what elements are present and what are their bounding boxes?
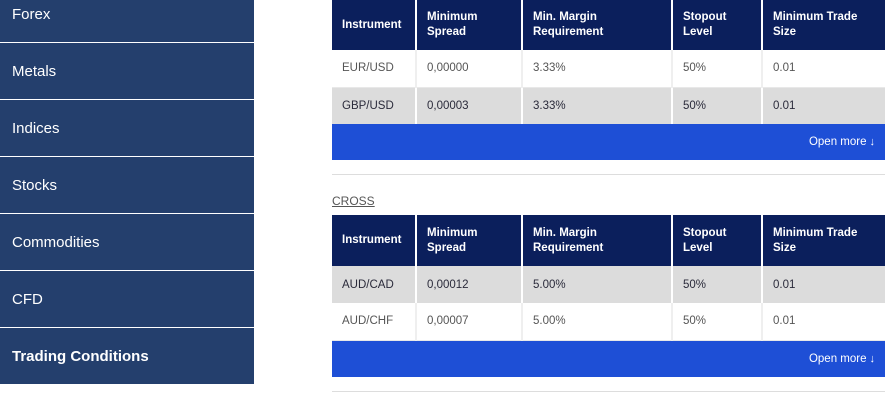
table-header-row: Instrument Minimum Spread Min. Margin Requ… [332, 0, 885, 50]
cell-instrument: GBP/USD [332, 87, 417, 124]
sidebar-item-trading-conditions[interactable]: Trading Conditions [0, 328, 254, 384]
sidebar-item-label: Trading Conditions [12, 347, 149, 365]
column-header-trade-size: Minimum Trade Size [762, 215, 885, 266]
table-row: EUR/USD 0,00000 3.33% 50% 0.01 [332, 50, 885, 88]
sidebar-item-label: CFD [12, 290, 43, 308]
cell-trade-size: 0.01 [762, 87, 885, 124]
sidebar-item-label: Metals [12, 62, 57, 80]
cell-stopout: 50% [672, 87, 763, 124]
sidebar-item-label: Commodities [12, 233, 100, 251]
column-header-min-spread: Minimum Spread [416, 0, 523, 50]
sidebar-item-label: Forex [12, 6, 51, 23]
sidebar-item-label: Indices [12, 119, 60, 137]
table-row: AUD/CAD 0,00012 5.00% 50% 0.01 [332, 266, 885, 303]
sidebar-item-stocks[interactable]: Stocks [0, 157, 254, 214]
open-more-label: Open more [808, 136, 867, 148]
cell-instrument: EUR/USD [332, 50, 417, 88]
column-header-instrument: Instrument [332, 215, 417, 266]
column-header-stopout: Stopout Level [672, 0, 763, 50]
table-header-row: Instrument Minimum Spread Min. Margin Requ… [332, 215, 885, 266]
main-content: Instrument Minimum Spread Min. Margin Requ… [332, 0, 885, 392]
forex-conditions-table: Instrument Minimum Spread Min. Margin Requ… [332, 0, 885, 124]
sidebar-item-label: Stocks [12, 176, 58, 194]
cell-margin: 3.33% [522, 50, 673, 88]
sidebar-item-forex[interactable]: Forex [0, 0, 254, 43]
table-row: AUD/CHF 0,00007 5.00% 50% 0.01 [332, 303, 885, 341]
cell-spread: 0,00007 [416, 303, 523, 341]
cell-instrument: AUD/CAD [332, 266, 417, 303]
cell-stopout: 50% [672, 303, 763, 341]
cell-spread: 0,00000 [416, 50, 523, 88]
open-more-label: Open more [808, 352, 867, 365]
column-header-instrument: Instrument [332, 0, 417, 50]
cell-trade-size: 0.01 [762, 266, 885, 303]
arrow-down-icon: ↓ [869, 352, 876, 365]
cell-spread: 0,00003 [416, 87, 523, 124]
cell-spread: 0,00012 [416, 266, 523, 303]
open-more-button[interactable]: Open more ↓ [332, 124, 885, 160]
cell-margin: 5.00% [522, 266, 673, 303]
cross-conditions-table: Instrument Minimum Spread Min. Margin Requ… [332, 215, 885, 341]
cell-stopout: 50% [672, 266, 763, 303]
cell-instrument: AUD/CHF [332, 303, 417, 341]
section-title-cross[interactable]: CROSS [332, 194, 375, 208]
divider [332, 174, 885, 175]
sidebar-item-commodities[interactable]: Commodities [0, 214, 254, 271]
cell-trade-size: 0.01 [762, 50, 885, 88]
open-more-button[interactable]: Open more ↓ [332, 340, 885, 377]
cell-trade-size: 0.01 [762, 303, 885, 341]
cell-margin: 3.33% [522, 87, 673, 124]
sidebar: Forex Metals Indices Stocks Commodities … [0, 0, 254, 385]
sidebar-item-metals[interactable]: Metals [0, 43, 254, 100]
column-header-trade-size: Minimum Trade Size [762, 0, 885, 50]
column-header-margin: Min. Margin Requirement [522, 215, 673, 266]
divider [332, 390, 885, 392]
column-header-stopout: Stopout Level [672, 215, 763, 266]
cell-stopout: 50% [672, 50, 763, 88]
arrow-down-icon: ↓ [869, 136, 876, 148]
sidebar-item-indices[interactable]: Indices [0, 100, 254, 157]
table-row: GBP/USD 0,00003 3.33% 50% 0.01 [332, 87, 885, 124]
column-header-margin: Min. Margin Requirement [522, 0, 673, 50]
cell-margin: 5.00% [522, 303, 673, 341]
column-header-min-spread: Minimum Spread [416, 215, 523, 266]
sidebar-item-cfd[interactable]: CFD [0, 271, 254, 328]
